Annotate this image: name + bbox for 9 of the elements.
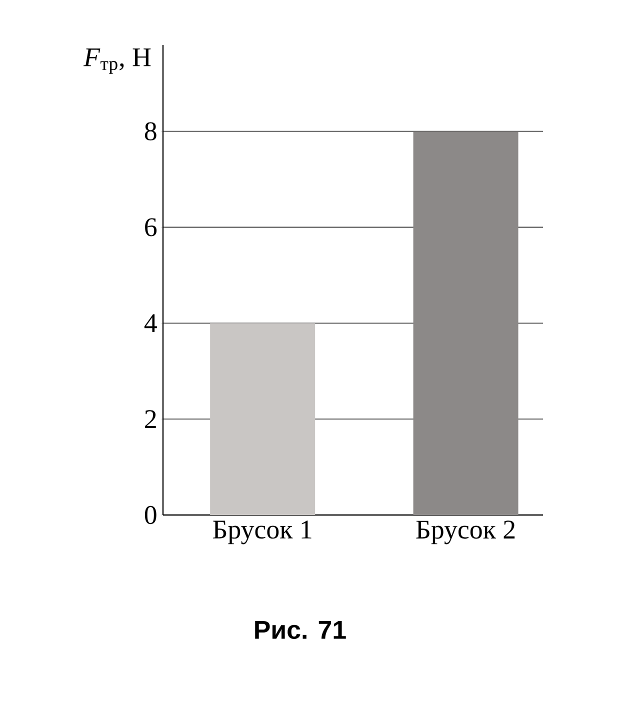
y-tick-label: 0 [144,506,156,524]
y-tick-label: 6 [145,218,157,236]
x-tick-label: Брусок 2 [416,520,515,544]
y-axis-title: F$_{тр}$, Н [83,48,151,74]
y-tick-label: 2 [145,410,156,428]
text: Рис. 71 [255,620,346,640]
y-tick-label: 4 [144,314,157,332]
y-tick-label: 8 [144,122,156,140]
x-tick-label: Брусок 1 [213,520,312,544]
